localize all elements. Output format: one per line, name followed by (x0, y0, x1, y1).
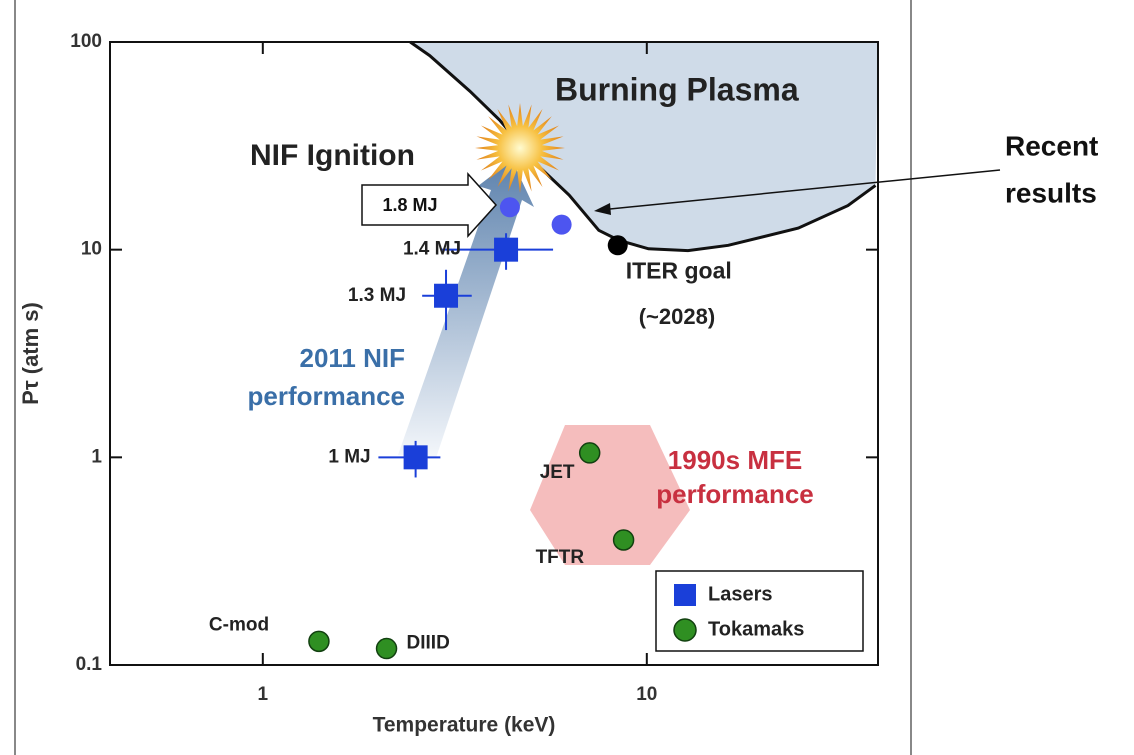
plot-frame (109, 41, 879, 666)
burning-plasma-boundary (409, 40, 877, 253)
point (403, 445, 428, 470)
point (375, 637, 398, 660)
point-label: 1 MJ (328, 446, 370, 467)
annotation: results (1005, 177, 1097, 208)
nif-arrow (398, 160, 534, 458)
point (578, 442, 601, 464)
mfe-region (530, 425, 690, 565)
annotation: Recent (1005, 130, 1098, 161)
burning-plasma-area (410, 42, 878, 251)
point-label: ITER goal (626, 257, 732, 283)
annotation: performance (656, 479, 814, 509)
y-tick-label: 1 (91, 446, 102, 467)
legend-label: Lasers (708, 583, 773, 605)
point (612, 529, 635, 551)
annotation: 1990s MFE (668, 445, 802, 475)
y-tick-label: 100 (70, 31, 102, 52)
point-label: DIIID (407, 633, 450, 654)
point (551, 214, 572, 235)
label-arrow (361, 172, 498, 238)
starburst (475, 103, 565, 193)
point (308, 630, 330, 653)
point-label: C-mod (209, 614, 269, 635)
y-tick-label: 10 (81, 239, 102, 260)
y-axis-label: Pτ (atm s) (18, 302, 43, 405)
legend-marker (673, 618, 697, 642)
x-axis-label: Temperature (keV) (373, 714, 556, 737)
legend-label: Tokamaks (708, 618, 804, 640)
annotation: 2011 NIF (299, 343, 405, 373)
annotation: Burning Plasma (555, 71, 799, 107)
frame (14, 0, 912, 755)
y-tick-label: 0.1 (76, 654, 103, 675)
point-label: (~2028) (639, 304, 715, 329)
point-label: TFTR (536, 547, 585, 568)
point-label: 1.4 MJ (403, 239, 461, 260)
point-label: JET (540, 462, 575, 483)
annotation: performance (248, 381, 406, 411)
annotation: NIF Ignition (250, 139, 415, 172)
point (499, 197, 520, 218)
point (494, 237, 519, 262)
point (607, 235, 628, 256)
callout-head (594, 203, 611, 215)
legend-marker (674, 584, 696, 606)
point (434, 283, 459, 308)
point-label: 1.3 MJ (348, 285, 406, 306)
x-tick-label: 1 (258, 684, 269, 705)
x-tick-label: 10 (636, 684, 657, 705)
annotation: 1.8 MJ (382, 195, 437, 215)
callout-line (599, 169, 1001, 211)
